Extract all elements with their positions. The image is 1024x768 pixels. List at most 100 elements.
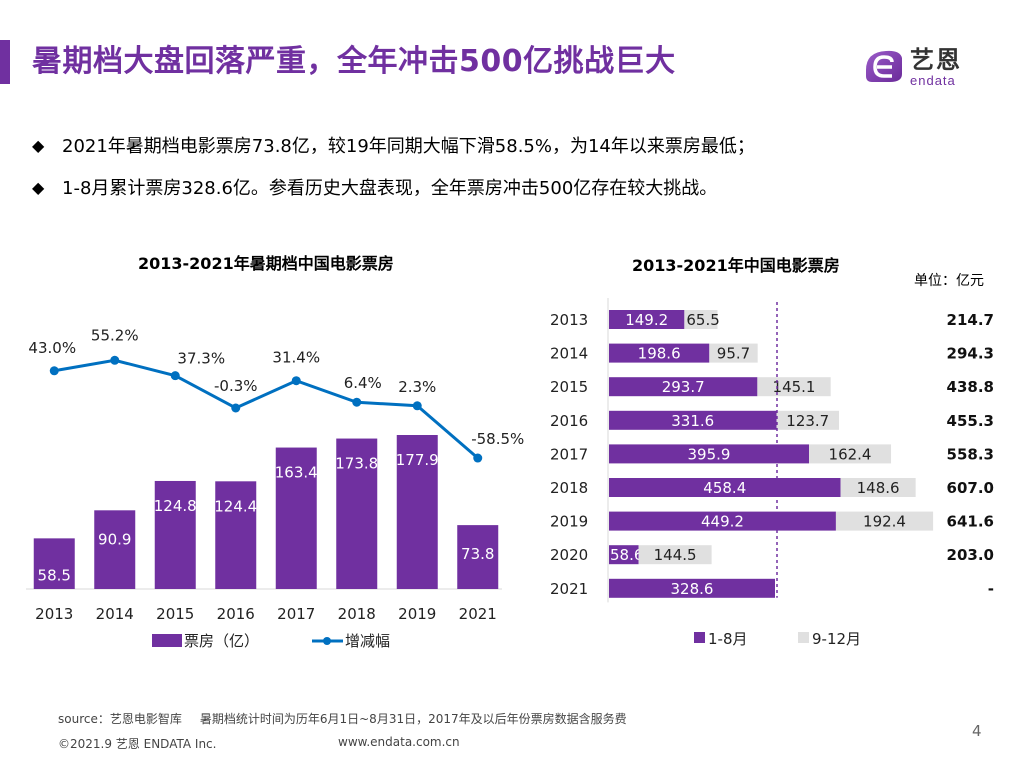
logo-chinese-name: 艺恩 xyxy=(910,46,962,74)
bar-label-1-8-2015: 293.7 xyxy=(662,378,705,396)
growth-label-2016: -0.3% xyxy=(214,377,258,395)
bar-2014 xyxy=(94,510,136,589)
total-2018: 607.0 xyxy=(947,479,994,497)
x-tick-2016: 2016 xyxy=(217,605,255,623)
diamond-bullet-icon: ◆ xyxy=(32,135,45,155)
bar-2013 xyxy=(33,538,75,589)
growth-label-2013: 43.0% xyxy=(28,339,76,357)
legend-label-1-8: 1-8月 xyxy=(708,630,748,648)
bullet-text: 1-8月累计票房328.6亿。参看历史大盘表现，全年票房冲击500亿存在较大挑战… xyxy=(62,178,718,199)
bar-1-8-2020 xyxy=(609,545,639,565)
bar-label-9-12-2020: 144.5 xyxy=(654,546,697,564)
growth-point-2017 xyxy=(291,376,301,386)
total-2019: 641.6 xyxy=(947,513,994,531)
x-tick-2019: 2019 xyxy=(398,605,436,623)
bar-9-12-2018 xyxy=(840,478,916,497)
footer-url[interactable]: www.endata.com.cn xyxy=(338,735,460,749)
legend-label-growth: 增减幅 xyxy=(345,632,390,650)
bar-2016 xyxy=(215,481,257,589)
total-2020: 203.0 xyxy=(947,546,994,564)
title-accent-bar xyxy=(0,40,10,84)
bar-1-8-2013 xyxy=(609,310,685,329)
legend-swatch-box-office xyxy=(152,634,182,647)
bar-label-1-8-2019: 449.2 xyxy=(701,513,744,531)
bar-9-12-2020 xyxy=(638,545,712,565)
total-2016: 455.3 xyxy=(947,412,994,430)
bar-label-1-8-2013: 149.2 xyxy=(625,311,668,329)
bullet-item: ◆ 1-8月累计票房328.6亿。参看历史大盘表现，全年票房冲击500亿存在较大… xyxy=(32,166,755,208)
bar-label-2017: 163.4 xyxy=(275,464,318,482)
bar-label-2019: 177.9 xyxy=(396,451,439,469)
bullet-item: ◆ 2021年暑期档电影票房73.8亿，较19年同期大幅下滑58.5%，为14年… xyxy=(32,124,755,166)
total-2013: 214.7 xyxy=(947,311,994,329)
bar-2018 xyxy=(336,438,378,589)
legend-swatch-1-8 xyxy=(694,632,705,643)
bar-label-2021: 73.8 xyxy=(461,545,494,563)
bar-1-8-2017 xyxy=(609,444,809,464)
bar-9-12-2014 xyxy=(709,343,758,363)
x-tick-2018: 2018 xyxy=(338,605,376,623)
y-tick-2020: 2020 xyxy=(550,546,588,564)
bar-label-9-12-2017: 162.4 xyxy=(829,445,872,463)
logo-english-name: endata xyxy=(910,73,956,88)
y-tick-2021: 2021 xyxy=(550,580,588,598)
y-tick-2016: 2016 xyxy=(550,412,588,430)
summer-box-office-chart: 58.5 2013 90.9 2014 124.8 2015 124.4 2016 163.4 2… xyxy=(26,326,524,650)
bar-9-12-2015 xyxy=(757,377,831,397)
right-chart-title: 2013-2021年中国电影票房 xyxy=(632,256,840,275)
bar-label-9-12-2016: 123.7 xyxy=(786,412,829,430)
bar-2015 xyxy=(154,480,196,589)
growth-point-2019 xyxy=(412,401,422,411)
bar-label-2015: 124.8 xyxy=(154,497,197,515)
total-2014: 294.3 xyxy=(947,345,994,363)
bar-1-8-2018 xyxy=(609,478,841,497)
growth-label-2019: 2.3% xyxy=(398,378,436,396)
bar-1-8-2014 xyxy=(609,343,710,363)
bar-9-12-2016 xyxy=(776,410,840,430)
bar-label-1-8-2016: 331.6 xyxy=(671,412,714,430)
x-tick-2014: 2014 xyxy=(96,605,134,623)
bar-2019 xyxy=(396,435,438,589)
growth-point-2021 xyxy=(473,453,483,463)
growth-point-2018 xyxy=(352,397,362,407)
bar-2021 xyxy=(457,525,499,589)
footer-copyright: ©2021.9 艺恩 ENDATA Inc. xyxy=(58,737,217,751)
bar-label-9-12-2015: 145.1 xyxy=(773,378,816,396)
total-2021: - xyxy=(988,580,994,598)
summary-bullets: ◆ 2021年暑期档电影票房73.8亿，较19年同期大幅下滑58.5%，为14年… xyxy=(32,124,755,208)
bar-9-12-2013 xyxy=(684,310,718,329)
bar-label-9-12-2013: 65.5 xyxy=(686,311,719,329)
y-tick-2018: 2018 xyxy=(550,479,588,497)
total-2015: 438.8 xyxy=(947,378,994,396)
x-tick-2021: 2021 xyxy=(459,605,497,623)
y-tick-2015: 2015 xyxy=(550,378,588,396)
endata-logo: 艺恩 endata xyxy=(862,44,992,92)
bar-label-2016: 124.4 xyxy=(214,497,257,515)
unit-label: 单位：亿元 xyxy=(914,273,984,289)
bar-label-1-8-2020: 58.6 xyxy=(610,546,643,564)
bar-label-1-8-2014: 198.6 xyxy=(638,345,681,363)
bar-1-8-2016 xyxy=(609,410,777,430)
page-number: 4 xyxy=(972,722,982,740)
y-tick-2017: 2017 xyxy=(550,445,588,463)
bar-label-1-8-2018: 458.4 xyxy=(703,479,746,497)
diamond-bullet-icon: ◆ xyxy=(32,177,45,197)
growth-point-2015 xyxy=(170,371,180,381)
total-2017: 558.3 xyxy=(947,445,994,463)
legend-swatch-growth-point xyxy=(323,637,331,645)
bar-label-1-8-2021: 328.6 xyxy=(671,580,714,598)
bar-label-9-12-2019: 192.4 xyxy=(863,513,906,531)
left-chart-title: 2013-2021年暑期档中国电影票房 xyxy=(138,254,394,273)
bar-label-9-12-2014: 95.7 xyxy=(717,345,750,363)
bar-label-2018: 173.8 xyxy=(335,455,378,473)
x-tick-2017: 2017 xyxy=(277,605,315,623)
x-tick-2013: 2013 xyxy=(35,605,73,623)
growth-label-2014: 55.2% xyxy=(91,326,139,344)
legend-label-9-12: 9-12月 xyxy=(812,630,861,648)
bar-2017 xyxy=(275,447,317,589)
bar-label-2014: 90.9 xyxy=(98,530,131,548)
bar-9-12-2019 xyxy=(835,511,934,531)
bullet-text: 2021年暑期档电影票房73.8亿，较19年同期大幅下滑58.5%，为14年以来… xyxy=(62,136,755,157)
growth-label-2015: 37.3% xyxy=(177,350,225,368)
y-tick-2019: 2019 xyxy=(550,513,588,531)
